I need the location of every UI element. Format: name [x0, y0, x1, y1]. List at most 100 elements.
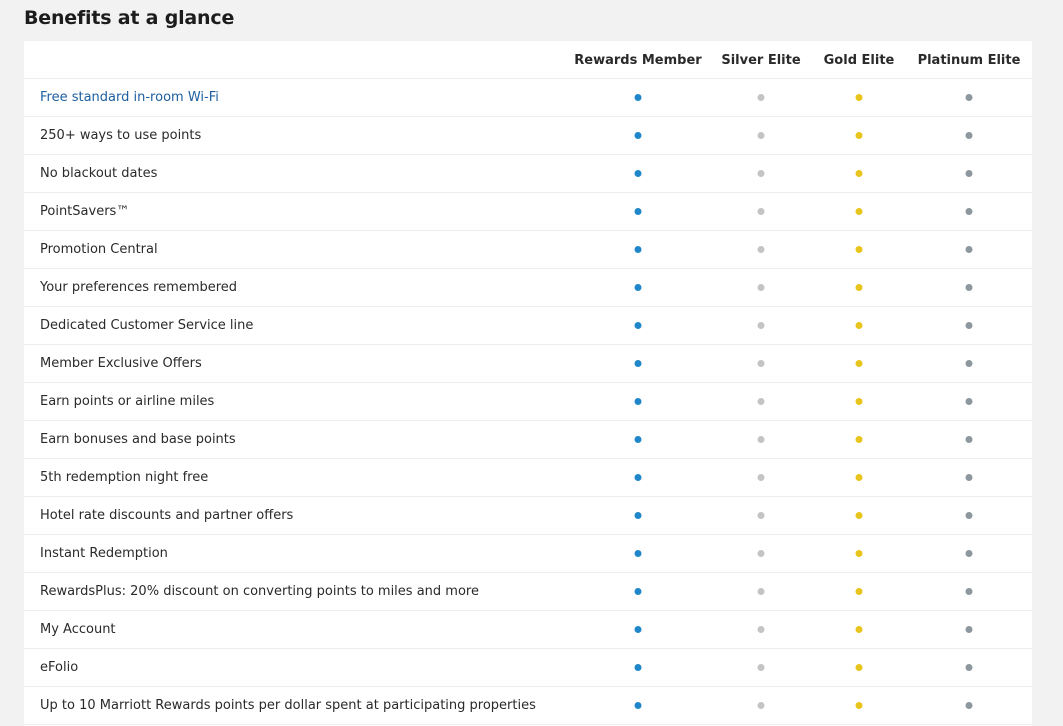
included-dot-icon-silver	[757, 550, 765, 557]
included-dot-icon-platinum	[965, 550, 973, 557]
included-dot-icon-platinum	[965, 702, 973, 709]
included-dot-icon-rewards	[634, 208, 642, 215]
included-dot-icon-gold	[855, 436, 863, 443]
benefit-label: Instant Redemption	[40, 546, 168, 561]
included-dot-icon-silver	[757, 702, 765, 709]
benefit-label: Promotion Central	[40, 242, 158, 257]
included-dot-icon-rewards	[634, 512, 642, 519]
benefit-link[interactable]: Free standard in-room Wi-Fi	[40, 90, 219, 105]
included-dot-icon-rewards	[634, 436, 642, 443]
included-dot-icon-rewards	[634, 246, 642, 253]
column-header-gold-elite: Gold Elite	[823, 53, 895, 68]
included-dot-icon-silver	[757, 246, 765, 253]
column-header-silver-elite: Silver Elite	[721, 53, 801, 68]
benefit-label: RewardsPlus: 20% discount on converting …	[40, 584, 479, 599]
page-title: Benefits at a glance	[24, 7, 235, 29]
included-dot-icon-silver	[757, 474, 765, 481]
included-dot-icon-gold	[855, 474, 863, 481]
included-dot-icon-platinum	[965, 398, 973, 405]
included-dot-icon-silver	[757, 512, 765, 519]
benefit-label: 250+ ways to use points	[40, 128, 202, 143]
included-dot-icon-rewards	[634, 702, 642, 709]
included-dot-icon-rewards	[634, 132, 642, 139]
included-dot-icon-platinum	[965, 246, 973, 253]
included-dot-icon-rewards	[634, 398, 642, 405]
included-dot-icon-platinum	[965, 436, 973, 443]
included-dot-icon-rewards	[634, 170, 642, 177]
table-row: Earn points or airline miles	[24, 383, 1032, 421]
benefits-table: Rewards Member Silver Elite Gold Elite P…	[24, 41, 1032, 726]
included-dot-icon-rewards	[634, 664, 642, 671]
benefit-label: 5th redemption night free	[40, 470, 209, 485]
included-dot-icon-platinum	[965, 626, 973, 633]
included-dot-icon-rewards	[634, 588, 642, 595]
included-dot-icon-platinum	[965, 132, 973, 139]
included-dot-icon-rewards	[634, 94, 642, 101]
included-dot-icon-gold	[855, 664, 863, 671]
included-dot-icon-platinum	[965, 170, 973, 177]
included-dot-icon-silver	[757, 588, 765, 595]
included-dot-icon-gold	[855, 626, 863, 633]
table-row: PointSavers™	[24, 193, 1032, 231]
column-header-rewards-member: Rewards Member	[574, 53, 702, 68]
included-dot-icon-silver	[757, 284, 765, 291]
included-dot-icon-gold	[855, 588, 863, 595]
included-dot-icon-rewards	[634, 360, 642, 367]
included-dot-icon-platinum	[965, 360, 973, 367]
included-dot-icon-gold	[855, 512, 863, 519]
included-dot-icon-gold	[855, 246, 863, 253]
benefit-label: My Account	[40, 622, 116, 637]
benefit-label: Earn bonuses and base points	[40, 432, 236, 447]
included-dot-icon-platinum	[965, 512, 973, 519]
benefit-label: Member Exclusive Offers	[40, 356, 202, 371]
included-dot-icon-platinum	[965, 588, 973, 595]
included-dot-icon-gold	[855, 94, 863, 101]
included-dot-icon-gold	[855, 702, 863, 709]
included-dot-icon-silver	[757, 436, 765, 443]
benefit-label: Dedicated Customer Service line	[40, 318, 254, 333]
table-row: My Account	[24, 611, 1032, 649]
table-row: Instant Redemption	[24, 535, 1032, 573]
included-dot-icon-platinum	[965, 664, 973, 671]
included-dot-icon-rewards	[634, 626, 642, 633]
table-row: Member Exclusive Offers	[24, 345, 1032, 383]
included-dot-icon-platinum	[965, 94, 973, 101]
included-dot-icon-platinum	[965, 284, 973, 291]
table-row: Promotion Central	[24, 231, 1032, 269]
included-dot-icon-gold	[855, 170, 863, 177]
included-dot-icon-silver	[757, 360, 765, 367]
table-row: eFolio	[24, 649, 1032, 687]
included-dot-icon-platinum	[965, 208, 973, 215]
included-dot-icon-silver	[757, 626, 765, 633]
included-dot-icon-silver	[757, 94, 765, 101]
benefit-label: eFolio	[40, 660, 79, 675]
table-row: 5th redemption night free	[24, 459, 1032, 497]
included-dot-icon-gold	[855, 398, 863, 405]
included-dot-icon-platinum	[965, 474, 973, 481]
table-row: No blackout dates	[24, 155, 1032, 193]
benefit-label: Hotel rate discounts and partner offers	[40, 508, 294, 523]
included-dot-icon-rewards	[634, 474, 642, 481]
included-dot-icon-silver	[757, 170, 765, 177]
table-row: Up to 10 Marriott Rewards points per dol…	[24, 687, 1032, 725]
included-dot-icon-platinum	[965, 322, 973, 329]
included-dot-icon-gold	[855, 132, 863, 139]
table-row: Hotel rate discounts and partner offers	[24, 497, 1032, 535]
table-row: 250+ ways to use points	[24, 117, 1032, 155]
included-dot-icon-silver	[757, 208, 765, 215]
included-dot-icon-rewards	[634, 550, 642, 557]
table-row: Free standard in-room Wi-Fi	[24, 79, 1032, 117]
table-header-row: Rewards Member Silver Elite Gold Elite P…	[24, 41, 1032, 79]
included-dot-icon-rewards	[634, 322, 642, 329]
included-dot-icon-silver	[757, 132, 765, 139]
table-row: Your preferences remembered	[24, 269, 1032, 307]
included-dot-icon-gold	[855, 322, 863, 329]
benefit-label: Up to 10 Marriott Rewards points per dol…	[40, 698, 536, 713]
table-row: Earn bonuses and base points	[24, 421, 1032, 459]
included-dot-icon-silver	[757, 664, 765, 671]
included-dot-icon-gold	[855, 550, 863, 557]
column-header-platinum-elite: Platinum Elite	[917, 53, 1021, 68]
benefit-label: Earn points or airline miles	[40, 394, 215, 409]
included-dot-icon-gold	[855, 284, 863, 291]
included-dot-icon-gold	[855, 360, 863, 367]
